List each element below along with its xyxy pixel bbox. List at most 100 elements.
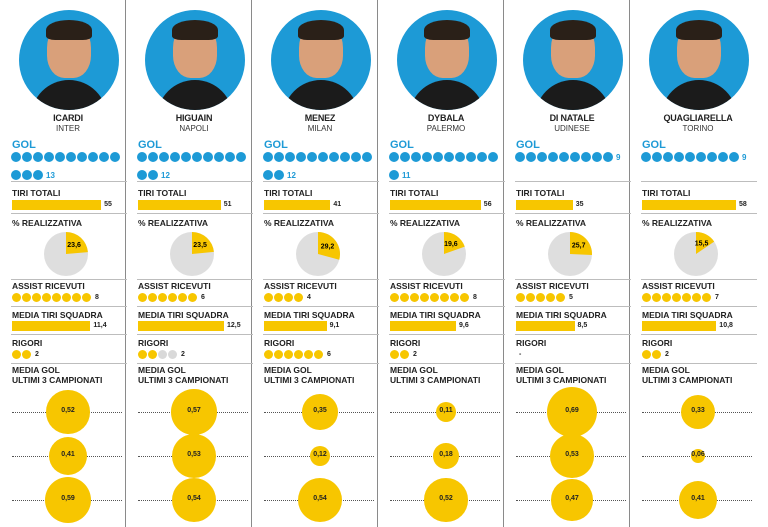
gol-label: GOL — [390, 139, 414, 151]
assist-dots: 6 — [138, 293, 205, 303]
gol-dot — [685, 152, 695, 162]
pie-slice — [696, 232, 715, 254]
rigori-dot-empty — [168, 350, 177, 359]
gol-dots: 12 — [137, 152, 253, 188]
media-gol-value: 0,47 — [565, 495, 579, 502]
player-shirt — [661, 80, 737, 110]
divider — [389, 363, 505, 364]
player-name: MENEZ — [304, 113, 336, 123]
player-hair — [424, 20, 470, 40]
media-gol-value: 0,57 — [187, 407, 201, 414]
gol-dot — [274, 170, 284, 180]
gol-dot — [411, 152, 421, 162]
gol-dot — [33, 152, 43, 162]
assist-dot — [294, 293, 303, 302]
rigori-count: 6 — [327, 351, 331, 358]
gol-label: GOL — [264, 139, 288, 151]
realizzativa-pie: 23,5 — [170, 232, 214, 276]
gol-dot — [99, 152, 109, 162]
rigori-dot — [642, 350, 651, 359]
realizzativa-label: % REALIZZATIVA — [264, 218, 335, 228]
divider — [263, 279, 379, 280]
realizzativa-pie: 25,7 — [548, 232, 593, 276]
assist-dot — [642, 293, 651, 302]
realizzativa-value: 29,2 — [321, 244, 335, 251]
divider — [515, 306, 631, 307]
assist-dot — [52, 293, 61, 302]
media-gol-value: 0,06 — [691, 451, 705, 458]
assist-dot — [672, 293, 681, 302]
player-name: DI NATALE — [549, 113, 595, 123]
rigori-dots: 2 — [12, 350, 39, 360]
tiri-totali-value: 55 — [104, 201, 112, 208]
gol-dot — [214, 152, 224, 162]
pie-slice — [570, 232, 593, 255]
gol-dot — [603, 152, 613, 162]
tiri-totali-label: TIRI TOTALI — [516, 188, 565, 198]
divider — [137, 279, 253, 280]
player-club: TORINO — [682, 124, 714, 133]
player-photo — [397, 10, 497, 110]
divider — [389, 213, 505, 214]
assist-count: 8 — [95, 294, 99, 301]
gol-dot — [729, 152, 739, 162]
realizzativa-label: % REALIZZATIVA — [12, 218, 83, 228]
media-gol-circle — [433, 443, 459, 469]
assist-dots: 8 — [12, 293, 99, 303]
divider — [641, 213, 757, 214]
media-tiri-value: 9,1 — [329, 322, 340, 329]
media-gol-circle — [680, 394, 716, 430]
gol-dot — [44, 152, 54, 162]
divider — [389, 306, 505, 307]
gol-dot — [641, 152, 651, 162]
rigori-count: 2 — [665, 351, 669, 358]
media-gol-circle — [171, 389, 217, 435]
assist-dot — [662, 293, 671, 302]
player-hair — [298, 20, 344, 40]
media-tiri-value: 10,8 — [719, 322, 733, 329]
tiri-totali-bar — [390, 200, 481, 210]
gol-dot — [526, 152, 536, 162]
gol-dot — [110, 152, 120, 162]
gol-dot — [477, 152, 487, 162]
gol-count: 9 — [742, 153, 747, 162]
player-name: DYBALA — [427, 113, 465, 123]
media-gol-circle — [48, 436, 88, 476]
rigori-label: RIGORI — [138, 338, 169, 348]
media-gol-subtitle: ULTIMI 3 CAMPIONATI — [642, 374, 733, 385]
assist-dot — [12, 293, 21, 302]
assist-dot — [158, 293, 167, 302]
media-gol-value: 0,11 — [439, 407, 453, 414]
gol-dot — [389, 152, 399, 162]
player-column: DYBALA PALERMO GOL 11 TIRI TOTALI 56 % REALIZZ… — [378, 0, 505, 527]
player-photo — [145, 10, 245, 110]
divider — [11, 279, 127, 280]
assist-count: 4 — [307, 294, 311, 301]
rigori-dot — [652, 350, 661, 359]
gol-dot — [88, 152, 98, 162]
assist-label: ASSIST RICEVUTI — [390, 281, 463, 291]
media-gol-label: MEDIA GOL ULTIMI 3 CAMPIONATI — [12, 365, 102, 385]
assist-label: ASSIST RICEVUTI — [516, 281, 589, 291]
rigori-count: 2 — [181, 351, 185, 358]
gol-dot — [137, 152, 147, 162]
assist-dot — [682, 293, 691, 302]
assist-dot — [460, 293, 469, 302]
gol-dot — [592, 152, 602, 162]
media-tiri-bar — [138, 321, 224, 331]
rigori-dot — [390, 350, 399, 359]
gol-dot — [159, 152, 169, 162]
gol-dot — [148, 152, 158, 162]
tiri-totali-bar — [138, 200, 221, 210]
rigori-dots: 2 — [642, 350, 669, 360]
rigori-count: 2 — [413, 351, 417, 358]
gol-dot — [570, 152, 580, 162]
rigori-label: RIGORI — [264, 338, 295, 348]
gol-dot — [537, 152, 547, 162]
gol-dot — [515, 152, 525, 162]
tiri-totali-value: 51 — [223, 201, 232, 208]
assist-dot — [430, 293, 439, 302]
divider — [11, 363, 127, 364]
gol-dots: 13 — [11, 152, 127, 188]
tiri-totali-value: 58 — [739, 201, 747, 208]
